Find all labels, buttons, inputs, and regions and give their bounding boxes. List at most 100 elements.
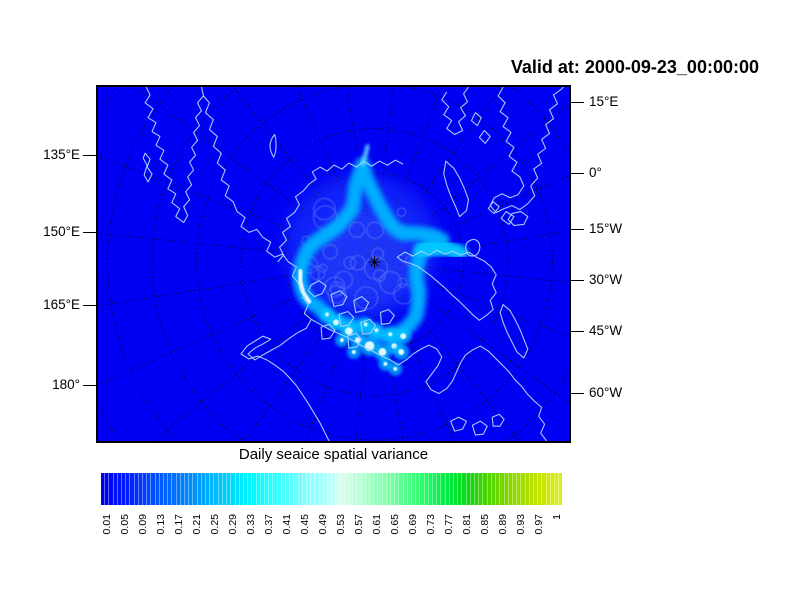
right-axis-label-1: 0°: [589, 165, 602, 180]
colorbar-cell: [289, 473, 294, 505]
map-panel: [96, 85, 571, 443]
colorbar-cell: [137, 473, 143, 505]
coastlines: [142, 87, 564, 441]
colorbar-cell: [280, 473, 285, 505]
left-axis-label-0: 135°E: [43, 147, 80, 162]
island-severnaya-2: [478, 129, 491, 144]
right-tick-2: [571, 228, 584, 230]
island-novaya-zemlya: [443, 160, 470, 218]
colorbar-cell: [133, 473, 138, 505]
colorbar-cell: [377, 473, 382, 505]
colorbar-cell: [301, 473, 306, 505]
colorbar-tick-label-2: 0.09: [137, 514, 149, 535]
colorbar-cell: [453, 473, 458, 505]
right-tick-5: [571, 392, 584, 394]
colorbar-cell: [163, 473, 168, 505]
colorbar-tick-label-25: 1: [551, 514, 563, 520]
colorbar-cell: [545, 473, 550, 505]
colorbar-cell: [482, 473, 487, 505]
colorbar-cell: [444, 473, 449, 505]
colorbar-cell: [352, 473, 357, 505]
colorbar-cell: [217, 473, 222, 505]
colorbar-tick-label-8: 0.33: [245, 514, 257, 535]
island-crescent: [269, 133, 277, 158]
colorbar-cell: [364, 473, 369, 505]
great-lakes: [450, 413, 505, 436]
colorbar-tick-label-1: 0.05: [119, 514, 131, 535]
colorbar-cell: [121, 473, 126, 505]
colorbar-cell: [104, 473, 109, 505]
colorbar-tick-label-20: 0.81: [461, 514, 473, 535]
coast-siberia-arctic: [277, 159, 404, 263]
colorbar-cell: [415, 473, 420, 505]
colorbar-tick-label-4: 0.17: [173, 514, 185, 535]
colorbar-cell: [553, 473, 559, 505]
colorbar-cell: [461, 473, 466, 505]
colorbar-cell: [335, 473, 340, 505]
colorbar-tick-label-21: 0.85: [479, 514, 491, 535]
right-tick-3: [571, 279, 584, 281]
colorbar-cell: [541, 473, 546, 505]
colorbar-cell: [213, 473, 218, 505]
colorbar-cell: [318, 473, 323, 505]
right-tick-1: [571, 172, 584, 174]
colorbar-cell: [516, 473, 521, 505]
colorbar-cell: [474, 473, 479, 505]
colorbar-cell: [238, 473, 243, 505]
colorbar-cell: [272, 473, 277, 505]
coast-kamchatka: [144, 87, 205, 224]
colorbar-cell: [167, 473, 172, 505]
colorbar-cell: [142, 473, 147, 505]
right-tick-4: [571, 330, 584, 332]
colorbar-cell: [297, 473, 302, 505]
colorbar-cell: [402, 473, 407, 505]
colorbar-cell: [108, 473, 113, 505]
colorbar-cell: [499, 473, 504, 505]
colorbar-cell: [116, 473, 122, 505]
colorbar-cell: [427, 473, 433, 505]
colorbar-cell: [528, 473, 533, 505]
colorbar-cell: [469, 473, 475, 505]
colorbar-cell: [432, 473, 437, 505]
colorbar-cell: [423, 473, 428, 505]
colorbar-cell: [259, 473, 264, 505]
colorbar-tick-label-22: 0.89: [497, 514, 509, 535]
colorbar-cell: [184, 473, 189, 505]
colorbar-cell: [247, 473, 252, 505]
colorbar-cell: [465, 473, 470, 505]
colorbar-cell: [112, 473, 117, 505]
colorbar-cell: [196, 473, 201, 505]
island-baffin: [499, 303, 529, 359]
colorbar-cell: [221, 473, 227, 505]
coast-sakhalin: [142, 152, 153, 183]
colorbar-cell: [398, 473, 403, 505]
colorbar-cell: [158, 473, 164, 505]
colorbar-cell: [448, 473, 454, 505]
right-tick-0: [571, 101, 584, 103]
coast-scandinavia: [489, 87, 564, 214]
colorbar-tick-label-19: 0.77: [443, 514, 455, 535]
colorbar-cell: [385, 473, 391, 505]
left-tick-2: [83, 304, 96, 306]
colorbar-tick-label-17: 0.69: [407, 514, 419, 535]
colorbar-tick-label-3: 0.13: [155, 514, 167, 535]
colorbar-tick-label-10: 0.41: [281, 514, 293, 535]
colorbar-cell: [406, 473, 412, 505]
colorbar-cell: [558, 473, 563, 505]
colorbar-cell: [549, 473, 554, 505]
left-tick-0: [83, 154, 96, 156]
colorbar-cell: [268, 473, 273, 505]
left-axis-label-1: 150°E: [43, 224, 80, 239]
colorbar-cell: [343, 473, 348, 505]
colorbar-cell: [360, 473, 365, 505]
left-axis-label-3: 180°: [52, 377, 80, 392]
colorbar-cell: [503, 473, 508, 505]
colorbar-tick-label-13: 0.53: [335, 514, 347, 535]
colorbar-cell: [293, 473, 298, 505]
colorbar-cell: [394, 473, 399, 505]
colorbar-cell: [226, 473, 231, 505]
colorbar-tick-label-11: 0.45: [299, 514, 311, 535]
colorbar-labels: 0.01 0.05 0.09 0.13 0.17 0.21 0.25 0.29 0.33 0.37…: [101, 509, 563, 553]
colorbar-cell: [263, 473, 269, 505]
colorbar-cell: [507, 473, 512, 505]
